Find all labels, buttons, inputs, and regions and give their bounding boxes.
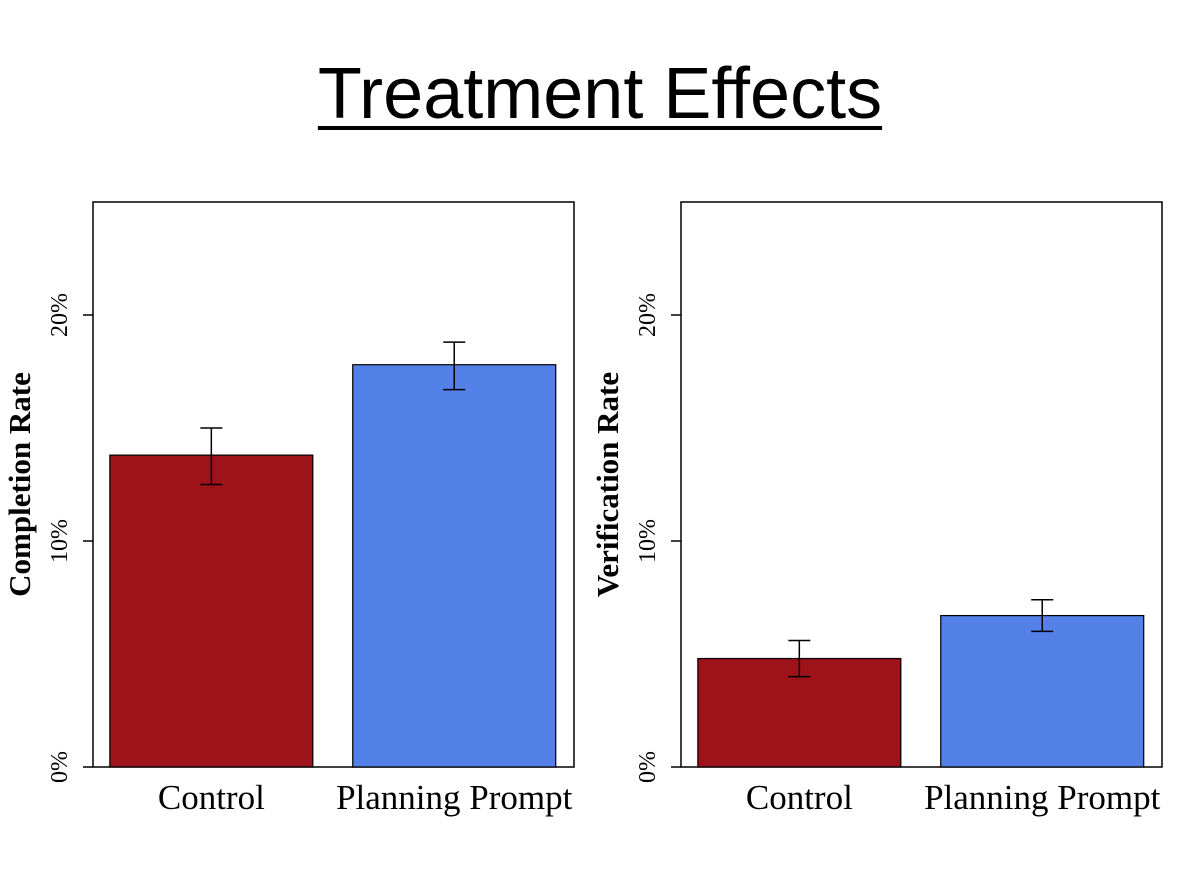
plot-frame [680, 201, 1163, 768]
y-tick-label: 20% [47, 293, 73, 337]
y-tick-label: 0% [635, 751, 661, 783]
category-label: Planning Prompt [336, 778, 573, 817]
y-tick-label: 10% [47, 519, 73, 563]
y-axis-label: Completion Rate [2, 372, 37, 597]
bar-planning-prompt [940, 614, 1145, 768]
page-title: Treatment Effects [0, 52, 1200, 136]
chart-panel-1: 0% 10% 20% Completion Rate Control Planning P… [2, 201, 575, 817]
category-label: Control [746, 778, 853, 817]
bar-planning-prompt [352, 364, 557, 768]
chart-panel-2: 0% 10% 20% Verification Rate Control Planning… [590, 201, 1163, 817]
page-title-text: Treatment Effects [317, 54, 883, 134]
y-axis-label: Verification Rate [590, 372, 625, 597]
y-tick-label: 0% [47, 751, 73, 783]
bar-control [109, 454, 314, 768]
y-tick-label: 20% [635, 293, 661, 337]
plot-frame [92, 201, 575, 768]
category-label: Control [158, 778, 265, 817]
category-label: Planning Prompt [924, 778, 1161, 817]
y-tick-label: 10% [635, 519, 661, 563]
